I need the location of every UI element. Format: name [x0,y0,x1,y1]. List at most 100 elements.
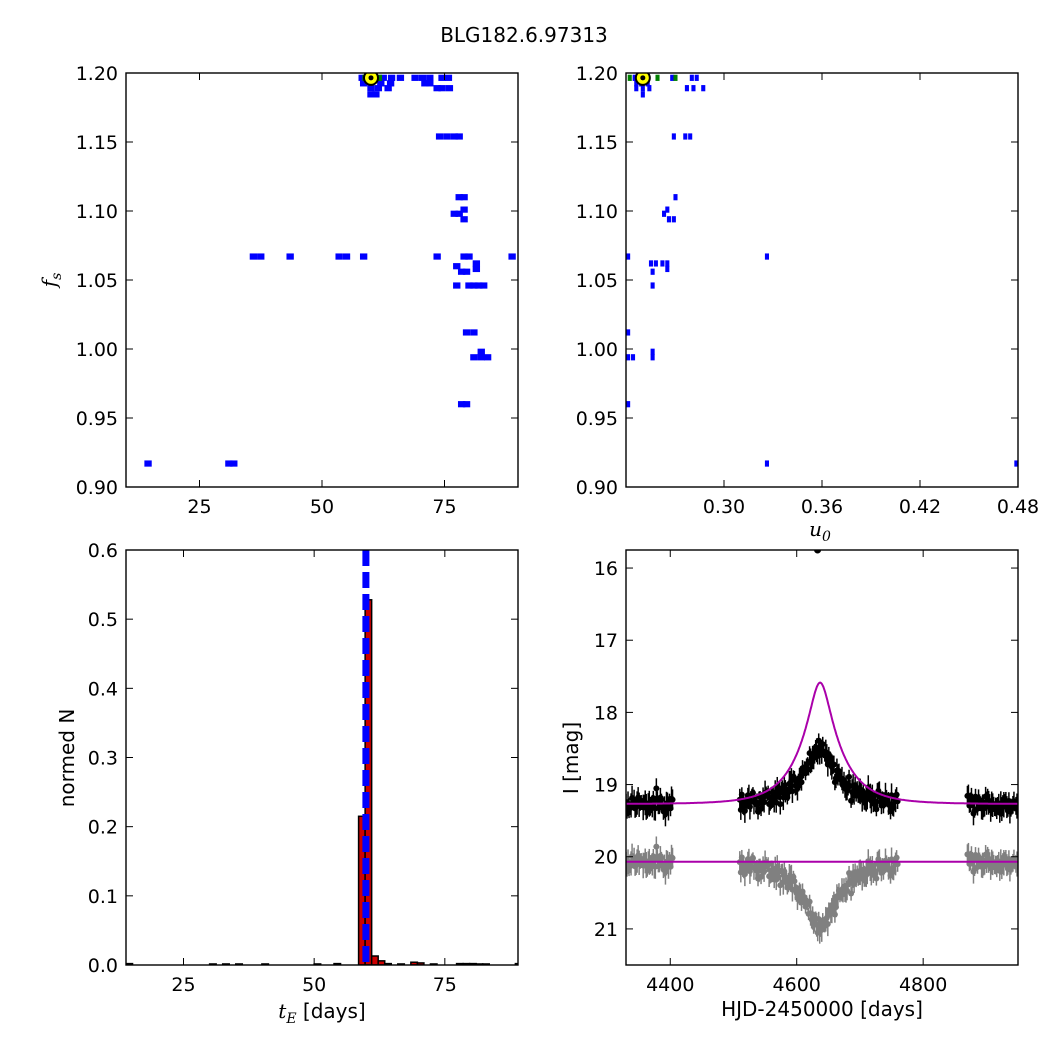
likelihood-cell [249,253,258,260]
panel2-ytick-label: 0.3 [88,748,118,770]
likelihood-cell [650,348,655,355]
clip1-content [626,73,1018,467]
likelihood-cell [665,260,670,267]
likelihood-cell [257,253,265,260]
panel1-ytick-label: 1.20 [576,63,618,85]
panel3-ytick-label: 19 [594,775,618,797]
data-point [830,761,837,768]
clip2-content [126,550,518,965]
likelihood-cell [630,354,636,361]
likelihood-cell [634,85,639,92]
likelihood-cell [426,74,434,81]
likelihood-cell [426,80,434,87]
likelihood-cell [457,401,466,408]
likelihood-cell [477,354,485,361]
data-point [814,550,822,554]
likelihood-cell [648,260,654,267]
panel0-ytick-label: 1.10 [76,201,118,223]
panel3-xtick-label: 4800 [899,974,947,996]
panel1-ytick-label: 0.95 [576,408,618,430]
panel0-ytick-label: 0.90 [76,477,118,499]
likelihood-cell [433,253,441,260]
residual-point [658,854,665,861]
likelihood-cell [230,460,238,467]
residual-point [761,868,768,875]
likelihood-cell [433,85,441,92]
best-likelihood-cell [655,74,660,81]
likelihood-cell [460,216,468,223]
panel3-frame [625,549,1019,966]
likelihood-cell [477,348,485,355]
likelihood-cell [465,253,473,260]
likelihood-cell [671,216,676,223]
likelihood-cell [359,253,368,260]
likelihood-cell [435,133,444,140]
panel0-ytick-label: 1.00 [76,339,118,361]
data-point [658,796,665,803]
panel1-xtick-label: 0.48 [997,496,1039,518]
light-curve-panel: 4400 4600 4800 16 17 18 19 20 21 [594,549,1019,996]
likelihood-cell [665,265,670,273]
likelihood-cell [691,85,696,92]
panel2-ytick-label: 0.0 [88,955,118,977]
likelihood-cell [650,282,655,289]
residual-point [669,855,676,862]
panel3-xtick-label: 4400 [646,974,694,996]
likelihood-cell [450,133,458,140]
likelihood-cell [470,354,478,361]
likelihood-cell [666,216,671,223]
likelihood-cell [438,85,446,92]
data-point [669,796,676,803]
data-point [789,788,796,795]
likelihood-cell [445,85,454,92]
likelihood-cell [764,460,769,467]
residual-point [893,854,900,861]
likelihood-cell [688,133,693,140]
panel0-xtick-label: 75 [432,496,456,518]
likelihood-cell [438,74,446,81]
fs-vs-tE-panel: 25 50 75 0.90 0.95 1.00 1.05 1.10 1.15 1.20 [76,63,519,518]
residual-point [824,921,831,928]
likelihood-cell [508,253,516,260]
panel3-ytick-label: 21 [594,919,618,941]
best-fit-marker-center [640,75,646,81]
likelihood-cell [653,260,658,267]
likelihood-cell [626,253,631,260]
panel2-frame [125,549,519,966]
likelihood-cell [701,85,706,92]
panel3-ytick-label: 18 [594,702,618,724]
likelihood-cell [384,85,392,92]
panel2-xtick-label: 25 [171,974,195,996]
best-likelihood-cell [627,74,632,81]
likelihood-cell [689,74,694,81]
likelihood-cell [411,74,419,81]
panel1-xtick-label: 0.42 [899,496,941,518]
likelihood-cell [626,401,631,408]
likelihood-cell [632,74,637,81]
panel1-xtick-label: 0.30 [703,496,745,518]
tE-histogram-panel: 25 50 75 0.0 0.1 0.2 0.3 0.4 0.5 0.6 [88,540,519,996]
residual-point [653,843,660,850]
likelihood-cell [465,282,473,289]
u0-axis-label: u0 [809,517,831,545]
likelihood-cell [472,265,481,273]
likelihood-cell [683,133,688,140]
likelihood-cell [225,460,233,467]
panel2-ytick-label: 0.5 [88,609,118,631]
likelihood-cell [457,268,466,275]
likelihood-cell [421,80,429,87]
likelihood-cell [650,268,655,275]
likelihood-cell [453,282,461,289]
likelihood-cell [634,80,639,87]
panel0-ytick-label: 1.15 [76,132,118,154]
normed-n-axis-label: normed N [55,709,79,808]
histogram-bar [370,955,379,965]
model-light-curve [626,681,1018,805]
likelihood-cell [342,253,351,260]
data-point [746,803,753,810]
likelihood-cell [670,74,675,81]
panel3-ytick-label: 16 [594,558,618,580]
panel2-xtick-label: 75 [433,974,457,996]
likelihood-cell [386,80,395,87]
data-point [873,806,880,813]
